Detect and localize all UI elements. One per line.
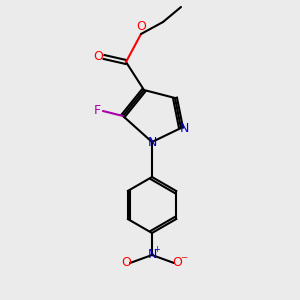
Text: −: −	[181, 254, 188, 262]
Text: O: O	[172, 256, 182, 269]
Text: F: F	[93, 104, 100, 118]
Text: N: N	[179, 122, 189, 134]
Text: O: O	[93, 50, 103, 62]
Text: O: O	[136, 20, 146, 34]
Text: O: O	[121, 256, 131, 269]
Text: N: N	[147, 248, 157, 262]
Text: +: +	[154, 245, 160, 254]
Text: N: N	[147, 136, 157, 148]
